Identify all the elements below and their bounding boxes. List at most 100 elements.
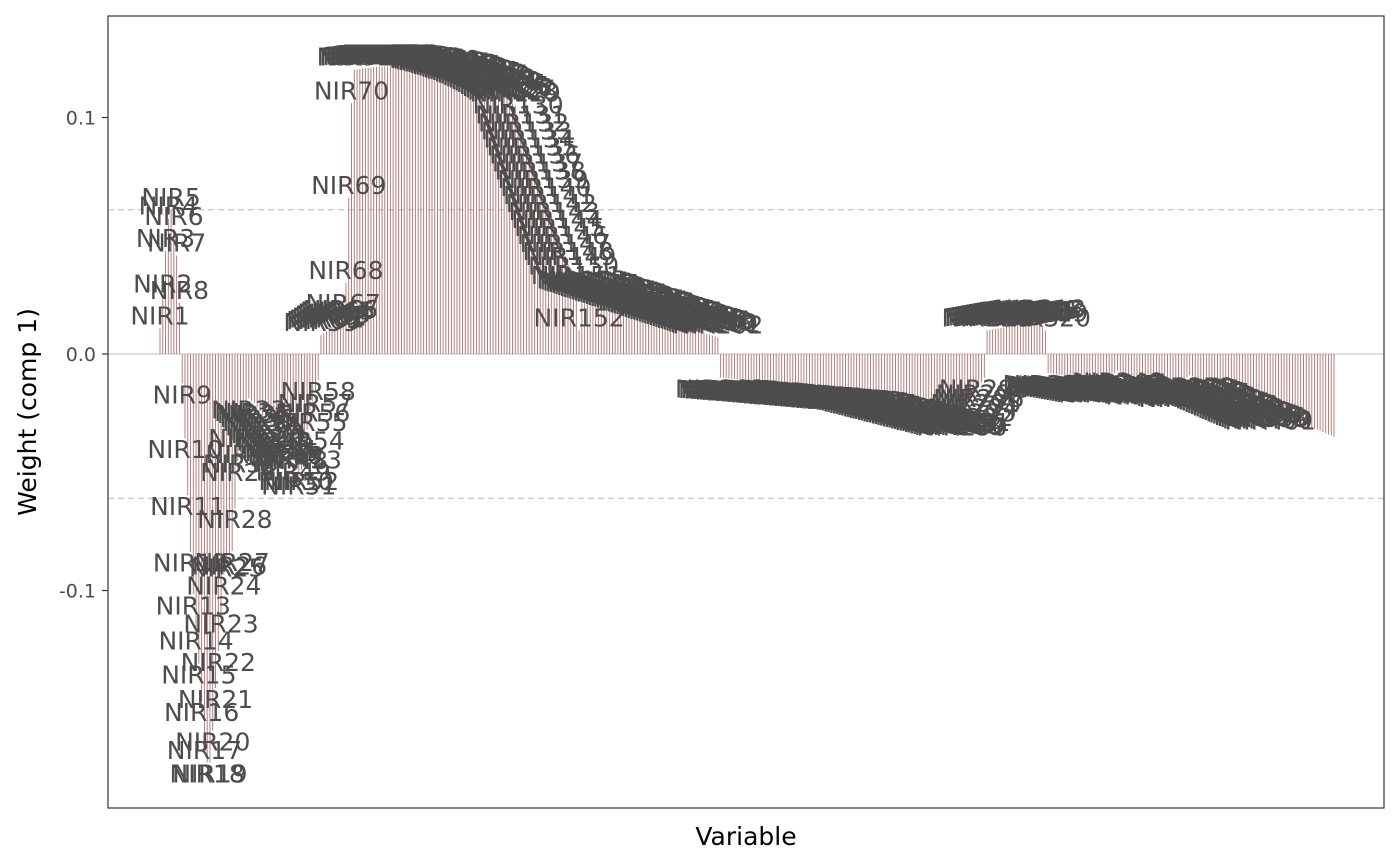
variable-label: NIR369 xyxy=(1136,383,1227,412)
variable-label: NIR384 xyxy=(1177,386,1268,415)
variable-label: NIR228 xyxy=(744,381,835,410)
variable-label: NIR185 xyxy=(625,295,716,324)
variable-label: NIR182 xyxy=(617,292,708,321)
variable-label: NIR340 xyxy=(1055,379,1146,408)
variable-label: NIR59 xyxy=(283,308,358,337)
variable-label: NIR89 xyxy=(367,40,442,69)
variable-label: NIR130 xyxy=(472,91,563,120)
variable-label: NIR361 xyxy=(1114,373,1205,402)
variable-label: NIR220 xyxy=(722,379,813,408)
variable-label: NIR79 xyxy=(339,40,414,69)
variable-label: NIR226 xyxy=(739,380,830,409)
variable-label: NIR296 xyxy=(933,384,1024,413)
variable-label: NIR377 xyxy=(1158,378,1249,407)
variable-label: NIR40 xyxy=(231,420,306,449)
variable-label: NIR217 xyxy=(714,378,805,407)
variable-label: NIR124 xyxy=(456,69,547,98)
variable-label: NIR180 xyxy=(611,290,702,319)
variable-label: NIR68 xyxy=(308,256,383,285)
variable-label: NIR383 xyxy=(1175,385,1266,414)
variable-label: NIR98 xyxy=(392,44,467,73)
variable-label: NIR154 xyxy=(539,266,630,295)
variable-label: NIR258 xyxy=(828,390,919,419)
variable-label: NIR251 xyxy=(808,386,899,415)
variable-label: NIR94 xyxy=(380,42,455,71)
variable-label: NIR290 xyxy=(917,412,1008,441)
variable-label: NIR110 xyxy=(417,52,508,81)
variable-label: NIR137 xyxy=(492,149,583,178)
variable-label: NIR366 xyxy=(1127,379,1218,408)
variable-label: NIR43 xyxy=(239,431,314,460)
variable-label: NIR270 xyxy=(861,398,952,427)
variable-label: NIR326 xyxy=(1016,372,1107,401)
variable-label: NIR262 xyxy=(839,393,930,422)
variable-label: NIR44 xyxy=(242,435,317,464)
variable-label: NIR399 xyxy=(1219,404,1310,433)
variable-label: NIR77 xyxy=(333,41,408,70)
variable-label: NIR360 xyxy=(1111,372,1202,401)
variable-label: NIR20 xyxy=(175,728,250,757)
variable-label: NIR18 xyxy=(170,760,245,789)
variable-label: NIR241 xyxy=(781,384,872,413)
plot-border xyxy=(107,15,1385,809)
variable-label: NIR375 xyxy=(1152,376,1243,405)
variable-label: NIR272 xyxy=(867,400,958,429)
variable-label: NIR39 xyxy=(228,416,303,445)
variable-label: NIR81 xyxy=(344,40,419,69)
variable-label: NIR342 xyxy=(1061,377,1152,406)
variable-label: NIR34 xyxy=(214,398,289,427)
variable-label: NIR265 xyxy=(847,395,938,424)
variable-label: NIR3 xyxy=(136,224,195,253)
variable-label: NIR85 xyxy=(356,39,431,68)
variable-label: NIR297 xyxy=(936,379,1027,408)
variable-label: NIR107 xyxy=(409,50,500,79)
variable-label: NIR294 xyxy=(928,394,1019,423)
variable-label: NIR118 xyxy=(439,61,530,90)
variable-label: NIR197 xyxy=(658,306,749,335)
variable-label: NIR60 xyxy=(286,306,361,335)
variable-label: NIR157 xyxy=(547,269,638,298)
variable-label: NIR284 xyxy=(900,408,991,437)
variable-label: NIR269 xyxy=(858,398,949,427)
variable-label: NIR114 xyxy=(428,56,519,85)
variable-label: NIR348 xyxy=(1077,370,1168,399)
variable-label: NIR245 xyxy=(792,385,883,414)
variable-label: NIR386 xyxy=(1183,389,1274,418)
variable-label: NIR322 xyxy=(1005,370,1096,399)
variable-label: NIR48 xyxy=(253,446,328,475)
variable-label: NIR123 xyxy=(453,68,544,97)
variable-label: NIR24 xyxy=(186,571,261,600)
variable-label: NIR63 xyxy=(294,301,369,330)
variable-label: NIR194 xyxy=(650,303,741,332)
variable-label: NIR153 xyxy=(536,266,627,295)
variable-label: NIR32 xyxy=(208,424,283,453)
variable-label: NIR359 xyxy=(1108,375,1199,404)
variable-label: NIR115 xyxy=(431,57,522,86)
variable-label: NIR372 xyxy=(1144,372,1235,401)
variable-label: NIR122 xyxy=(450,66,541,95)
variable-label: NIR22 xyxy=(181,648,256,677)
variable-label: NIR332 xyxy=(1033,375,1124,404)
variable-label: NIR339 xyxy=(1053,378,1144,407)
variable-label: NIR113 xyxy=(425,55,516,84)
variable-label: NIR308 xyxy=(966,299,1057,328)
variable-label: NIR285 xyxy=(903,409,994,438)
variable-label: NIR222 xyxy=(728,379,819,408)
variable-label: NIR354 xyxy=(1094,377,1185,406)
variable-label: NIR253 xyxy=(814,386,905,415)
variable-label: NIR252 xyxy=(811,386,902,415)
variable-label: NIR320 xyxy=(1000,303,1091,332)
variable-label: NIR47 xyxy=(250,444,325,473)
variable-label: NIR259 xyxy=(830,390,921,419)
variable-label: NIR313 xyxy=(980,297,1071,326)
variable-label: NIR394 xyxy=(1205,398,1296,427)
variable-label: NIR343 xyxy=(1064,375,1155,404)
variable-label: NIR203 xyxy=(675,375,766,404)
variable-label: NIR80 xyxy=(342,40,417,69)
variable-label: NIR172 xyxy=(589,283,680,312)
variable-label: NIR247 xyxy=(797,385,888,414)
variable-label: NIR151 xyxy=(531,261,622,290)
variable-label: NIR387 xyxy=(1186,390,1277,419)
variable-label: NIR30 xyxy=(203,449,278,478)
